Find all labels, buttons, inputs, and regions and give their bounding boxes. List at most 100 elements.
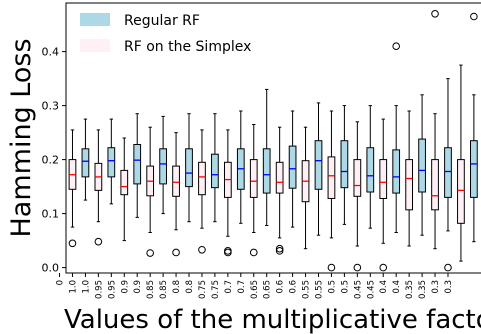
box-18 (288, 110, 297, 228)
x-tick-label: 0.8 (172, 280, 182, 294)
x-tick-label: 0.8 (185, 280, 195, 294)
x-tick-label: 0.75 (198, 280, 208, 299)
box-29 (431, 10, 439, 250)
outlier-point (275, 244, 284, 253)
outlier-point (198, 245, 206, 254)
box-3 (94, 129, 103, 246)
y-tick-label: 0.4 (42, 46, 60, 59)
boxes-layer (68, 10, 478, 272)
box-iqr (405, 159, 414, 211)
outlier-point (444, 263, 452, 272)
outlier-point (327, 263, 336, 272)
box-26 (392, 42, 401, 233)
box-iqr (366, 147, 375, 193)
box-19 (301, 126, 310, 250)
box-11 (198, 129, 206, 254)
legend-swatch (80, 39, 110, 52)
box-31 (457, 64, 465, 262)
x-tick-label: 0 (56, 280, 66, 285)
box-1 (68, 129, 77, 248)
x-tick-label: 0.6 (289, 280, 299, 294)
outlier-point (68, 239, 77, 248)
box-2 (81, 118, 90, 201)
outlier-point (275, 247, 284, 255)
outlier-point (431, 10, 439, 18)
box-iqr (198, 161, 206, 196)
x-tick-label: 0.85 (159, 280, 169, 299)
legend-label: Regular RF (124, 13, 200, 29)
box-24 (366, 105, 375, 229)
x-axis-label: Values of the multiplicative factor (64, 305, 481, 334)
box-25 (379, 118, 388, 272)
outlier-point (379, 263, 388, 272)
x-tick-label: 0.7 (224, 280, 234, 294)
x-tick-label: 0.3 (431, 280, 441, 294)
box-iqr (81, 148, 90, 178)
plot-frame (65, 2, 481, 274)
x-tick-label: 0.55 (314, 280, 324, 299)
y-tick-label: 0.3 (42, 100, 60, 113)
legend-entry-1: Regular RF (80, 13, 200, 29)
y-axis-label: Hamming Loss (6, 38, 37, 237)
x-tick-label: 0.35 (418, 280, 428, 299)
box-16 (262, 88, 271, 226)
box-13 (223, 129, 232, 257)
box-9 (172, 132, 180, 257)
box-iqr (392, 149, 401, 194)
box-iqr (107, 147, 116, 178)
box-iqr (275, 161, 284, 194)
box-5 (120, 137, 129, 242)
box-iqr (133, 143, 142, 185)
outlier-point (172, 248, 180, 257)
x-axis: 0 1.0 1.0 0.95 0.95 0.9 0.9 0.85 0.85 0.8 0.8 0.75 0… (56, 273, 454, 299)
box-30 (444, 78, 452, 272)
outlier-point (249, 248, 258, 257)
box-iqr (379, 159, 388, 199)
x-tick-label: 0.4 (379, 280, 389, 294)
box-14 (236, 110, 245, 224)
box-20 (314, 102, 323, 236)
box-iqr (211, 153, 219, 189)
box-28 (418, 94, 426, 236)
x-tick-label: 0.3 (444, 280, 454, 294)
box-21 (327, 110, 336, 272)
outlier-point (224, 247, 232, 255)
x-tick-label: 0.7 (237, 280, 247, 294)
box-32 (470, 12, 478, 243)
y-tick-label: 0.0 (42, 262, 60, 275)
box-15 (249, 124, 258, 257)
x-tick-label: 0.75 (211, 280, 221, 299)
x-tick-label: 0.6 (276, 280, 286, 294)
x-tick-label: 0.9 (133, 280, 143, 294)
outlier-point (470, 12, 478, 21)
box-iqr (288, 145, 297, 189)
box-23 (353, 121, 362, 272)
x-tick-label: 0.35 (405, 280, 415, 299)
box-iqr (418, 138, 426, 193)
outlier-point (392, 42, 400, 51)
y-tick-label: 0.1 (42, 208, 60, 221)
box-12 (211, 113, 219, 223)
x-tick-label: 0.9 (120, 280, 130, 294)
box-iqr (249, 159, 258, 198)
x-tick-label: 0.95 (107, 280, 117, 299)
box-iqr (159, 148, 167, 185)
legend-label: RF on the Simplex (124, 39, 251, 55)
x-tick-label: 0.45 (353, 280, 363, 299)
box-iqr (120, 169, 129, 196)
box-10 (185, 113, 193, 223)
box-iqr (172, 165, 180, 197)
outlier-point (146, 249, 154, 257)
legend: Regular RF RF on the Simplex (80, 13, 251, 55)
x-tick-label: 0.45 (366, 280, 376, 299)
legend-swatch (80, 13, 110, 26)
box-iqr (327, 156, 336, 199)
box-27 (405, 110, 414, 247)
x-tick-label: 0.85 (146, 280, 156, 299)
box-4 (107, 118, 116, 205)
box-iqr (431, 159, 439, 211)
box-iqr (470, 140, 478, 198)
y-axis: 0.0 0.1 0.2 0.3 0.4 (42, 46, 66, 275)
box-7 (146, 126, 155, 257)
